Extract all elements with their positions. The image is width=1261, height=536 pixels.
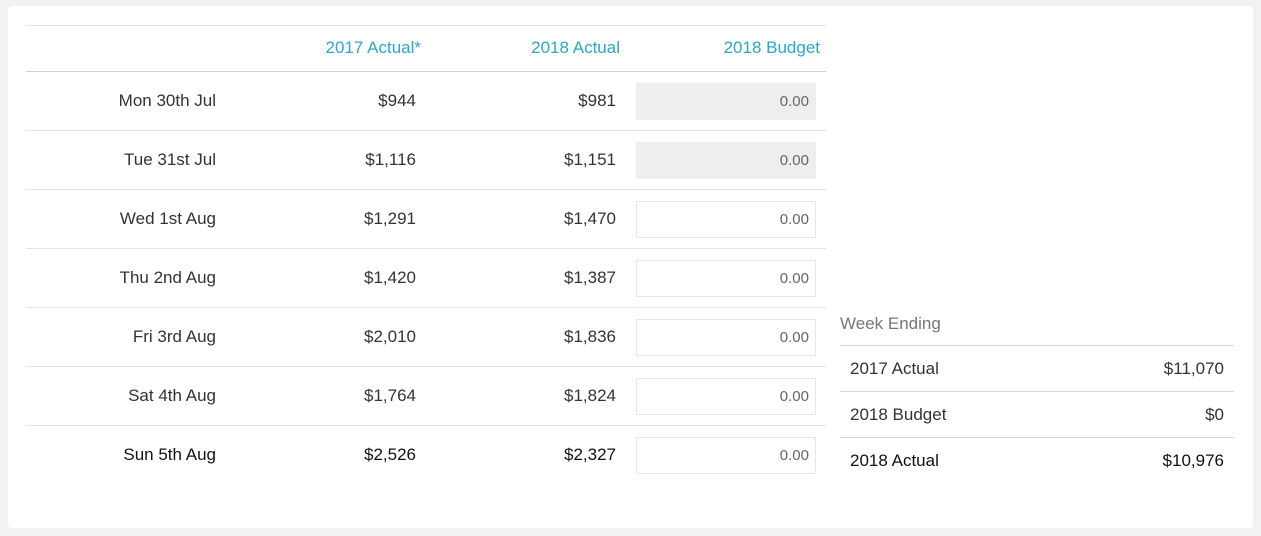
- row-2017-actual: $2,010: [364, 327, 416, 346]
- week-ending-summary: Week Ending 2017 Actual $11,070 2018 Bud…: [840, 312, 1234, 484]
- budget-input[interactable]: [636, 319, 816, 356]
- summary-label: 2018 Actual: [850, 451, 939, 470]
- table-row: Sat 4th Aug $1,764 $1,824: [26, 367, 826, 426]
- row-date: Sun 5th Aug: [123, 445, 216, 464]
- row-2017-actual: $2,526: [364, 445, 416, 464]
- summary-value: $11,070: [1163, 359, 1224, 378]
- table-row: Sun 5th Aug $2,526 $2,327: [26, 426, 826, 485]
- budget-card: 2017 Actual* 2018 Actual 2018 Budget Mon…: [8, 6, 1253, 528]
- summary-row-2018-actual: 2018 Actual $10,976: [840, 438, 1234, 484]
- row-date: Thu 2nd Aug: [119, 268, 216, 287]
- row-2017-actual: $1,764: [364, 386, 416, 405]
- row-date: Sat 4th Aug: [128, 386, 216, 405]
- table-row: Wed 1st Aug $1,291 $1,470: [26, 190, 826, 249]
- row-2018-actual: $2,327: [564, 445, 616, 464]
- summary-row-2017-actual: 2017 Actual $11,070: [840, 346, 1234, 392]
- summary-label: 2018 Budget: [850, 405, 947, 424]
- header-2018-actual: 2018 Actual: [531, 38, 620, 57]
- table-row: Mon 30th Jul $944 $981: [26, 72, 826, 131]
- row-2017-actual: $1,420: [364, 268, 416, 287]
- row-2017-actual: $1,291: [364, 209, 416, 228]
- table-row: Fri 3rd Aug $2,010 $1,836: [26, 308, 826, 367]
- row-2018-actual: $1,151: [564, 150, 616, 169]
- summary-value: $0: [1205, 405, 1224, 424]
- summary-title: Week Ending: [840, 312, 1234, 346]
- daily-budget-table: 2017 Actual* 2018 Actual 2018 Budget Mon…: [26, 25, 826, 485]
- row-date: Mon 30th Jul: [118, 91, 216, 110]
- summary-row-2018-budget: 2018 Budget $0: [840, 392, 1234, 438]
- table-header: 2017 Actual* 2018 Actual 2018 Budget: [26, 25, 826, 72]
- budget-input[interactable]: [636, 437, 816, 474]
- row-2018-actual: $1,470: [564, 209, 616, 228]
- budget-input: [636, 142, 816, 179]
- budget-input[interactable]: [636, 201, 816, 238]
- table-row: Tue 31st Jul $1,116 $1,151: [26, 131, 826, 190]
- row-2018-actual: $1,824: [564, 386, 616, 405]
- budget-input: [636, 83, 816, 120]
- row-date: Fri 3rd Aug: [132, 327, 216, 346]
- budget-input[interactable]: [636, 260, 816, 297]
- row-2018-actual: $981: [578, 91, 616, 110]
- row-2017-actual: $944: [378, 91, 416, 110]
- row-date: Tue 31st Jul: [124, 150, 216, 169]
- row-date: Wed 1st Aug: [119, 209, 216, 228]
- row-2018-actual: $1,836: [564, 327, 616, 346]
- summary-label: 2017 Actual: [850, 359, 939, 378]
- budget-input[interactable]: [636, 378, 816, 415]
- row-2018-actual: $1,387: [564, 268, 616, 287]
- header-2017-actual: 2017 Actual*: [325, 38, 421, 57]
- table-row: Thu 2nd Aug $1,420 $1,387: [26, 249, 826, 308]
- summary-value: $10,976: [1162, 451, 1224, 470]
- header-2018-budget: 2018 Budget: [723, 38, 820, 57]
- row-2017-actual: $1,116: [365, 150, 416, 169]
